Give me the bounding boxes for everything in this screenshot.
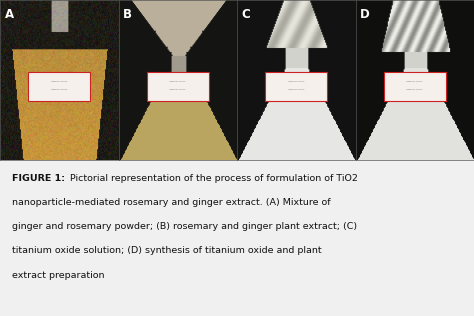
Text: C: C (242, 8, 250, 21)
Text: ginger and rosemary powder; (B) rosemary and ginger plant extract; (C): ginger and rosemary powder; (B) rosemary… (12, 222, 357, 231)
Text: —————: ————— (406, 87, 423, 91)
FancyBboxPatch shape (265, 72, 327, 100)
Text: FIGURE 1:: FIGURE 1: (12, 174, 65, 183)
FancyBboxPatch shape (147, 72, 209, 100)
Text: nanoparticle-mediated rosemary and ginger extract. (A) Mixture of: nanoparticle-mediated rosemary and ginge… (12, 198, 330, 207)
Text: A: A (5, 8, 14, 21)
Text: —————: ————— (169, 87, 186, 91)
FancyBboxPatch shape (384, 72, 446, 100)
FancyBboxPatch shape (28, 72, 90, 100)
Text: —————: ————— (51, 79, 68, 83)
Text: —————: ————— (51, 87, 68, 91)
Text: —————: ————— (406, 79, 423, 83)
Text: —————: ————— (288, 79, 305, 83)
Text: B: B (123, 8, 132, 21)
Text: extract preparation: extract preparation (12, 270, 104, 280)
Text: D: D (360, 8, 370, 21)
Text: —————: ————— (169, 79, 186, 83)
Text: —————: ————— (288, 87, 305, 91)
Text: Pictorial representation of the process of formulation of TiO2: Pictorial representation of the process … (67, 174, 358, 183)
Text: titanium oxide solution; (D) synthesis of titanium oxide and plant: titanium oxide solution; (D) synthesis o… (12, 246, 321, 255)
